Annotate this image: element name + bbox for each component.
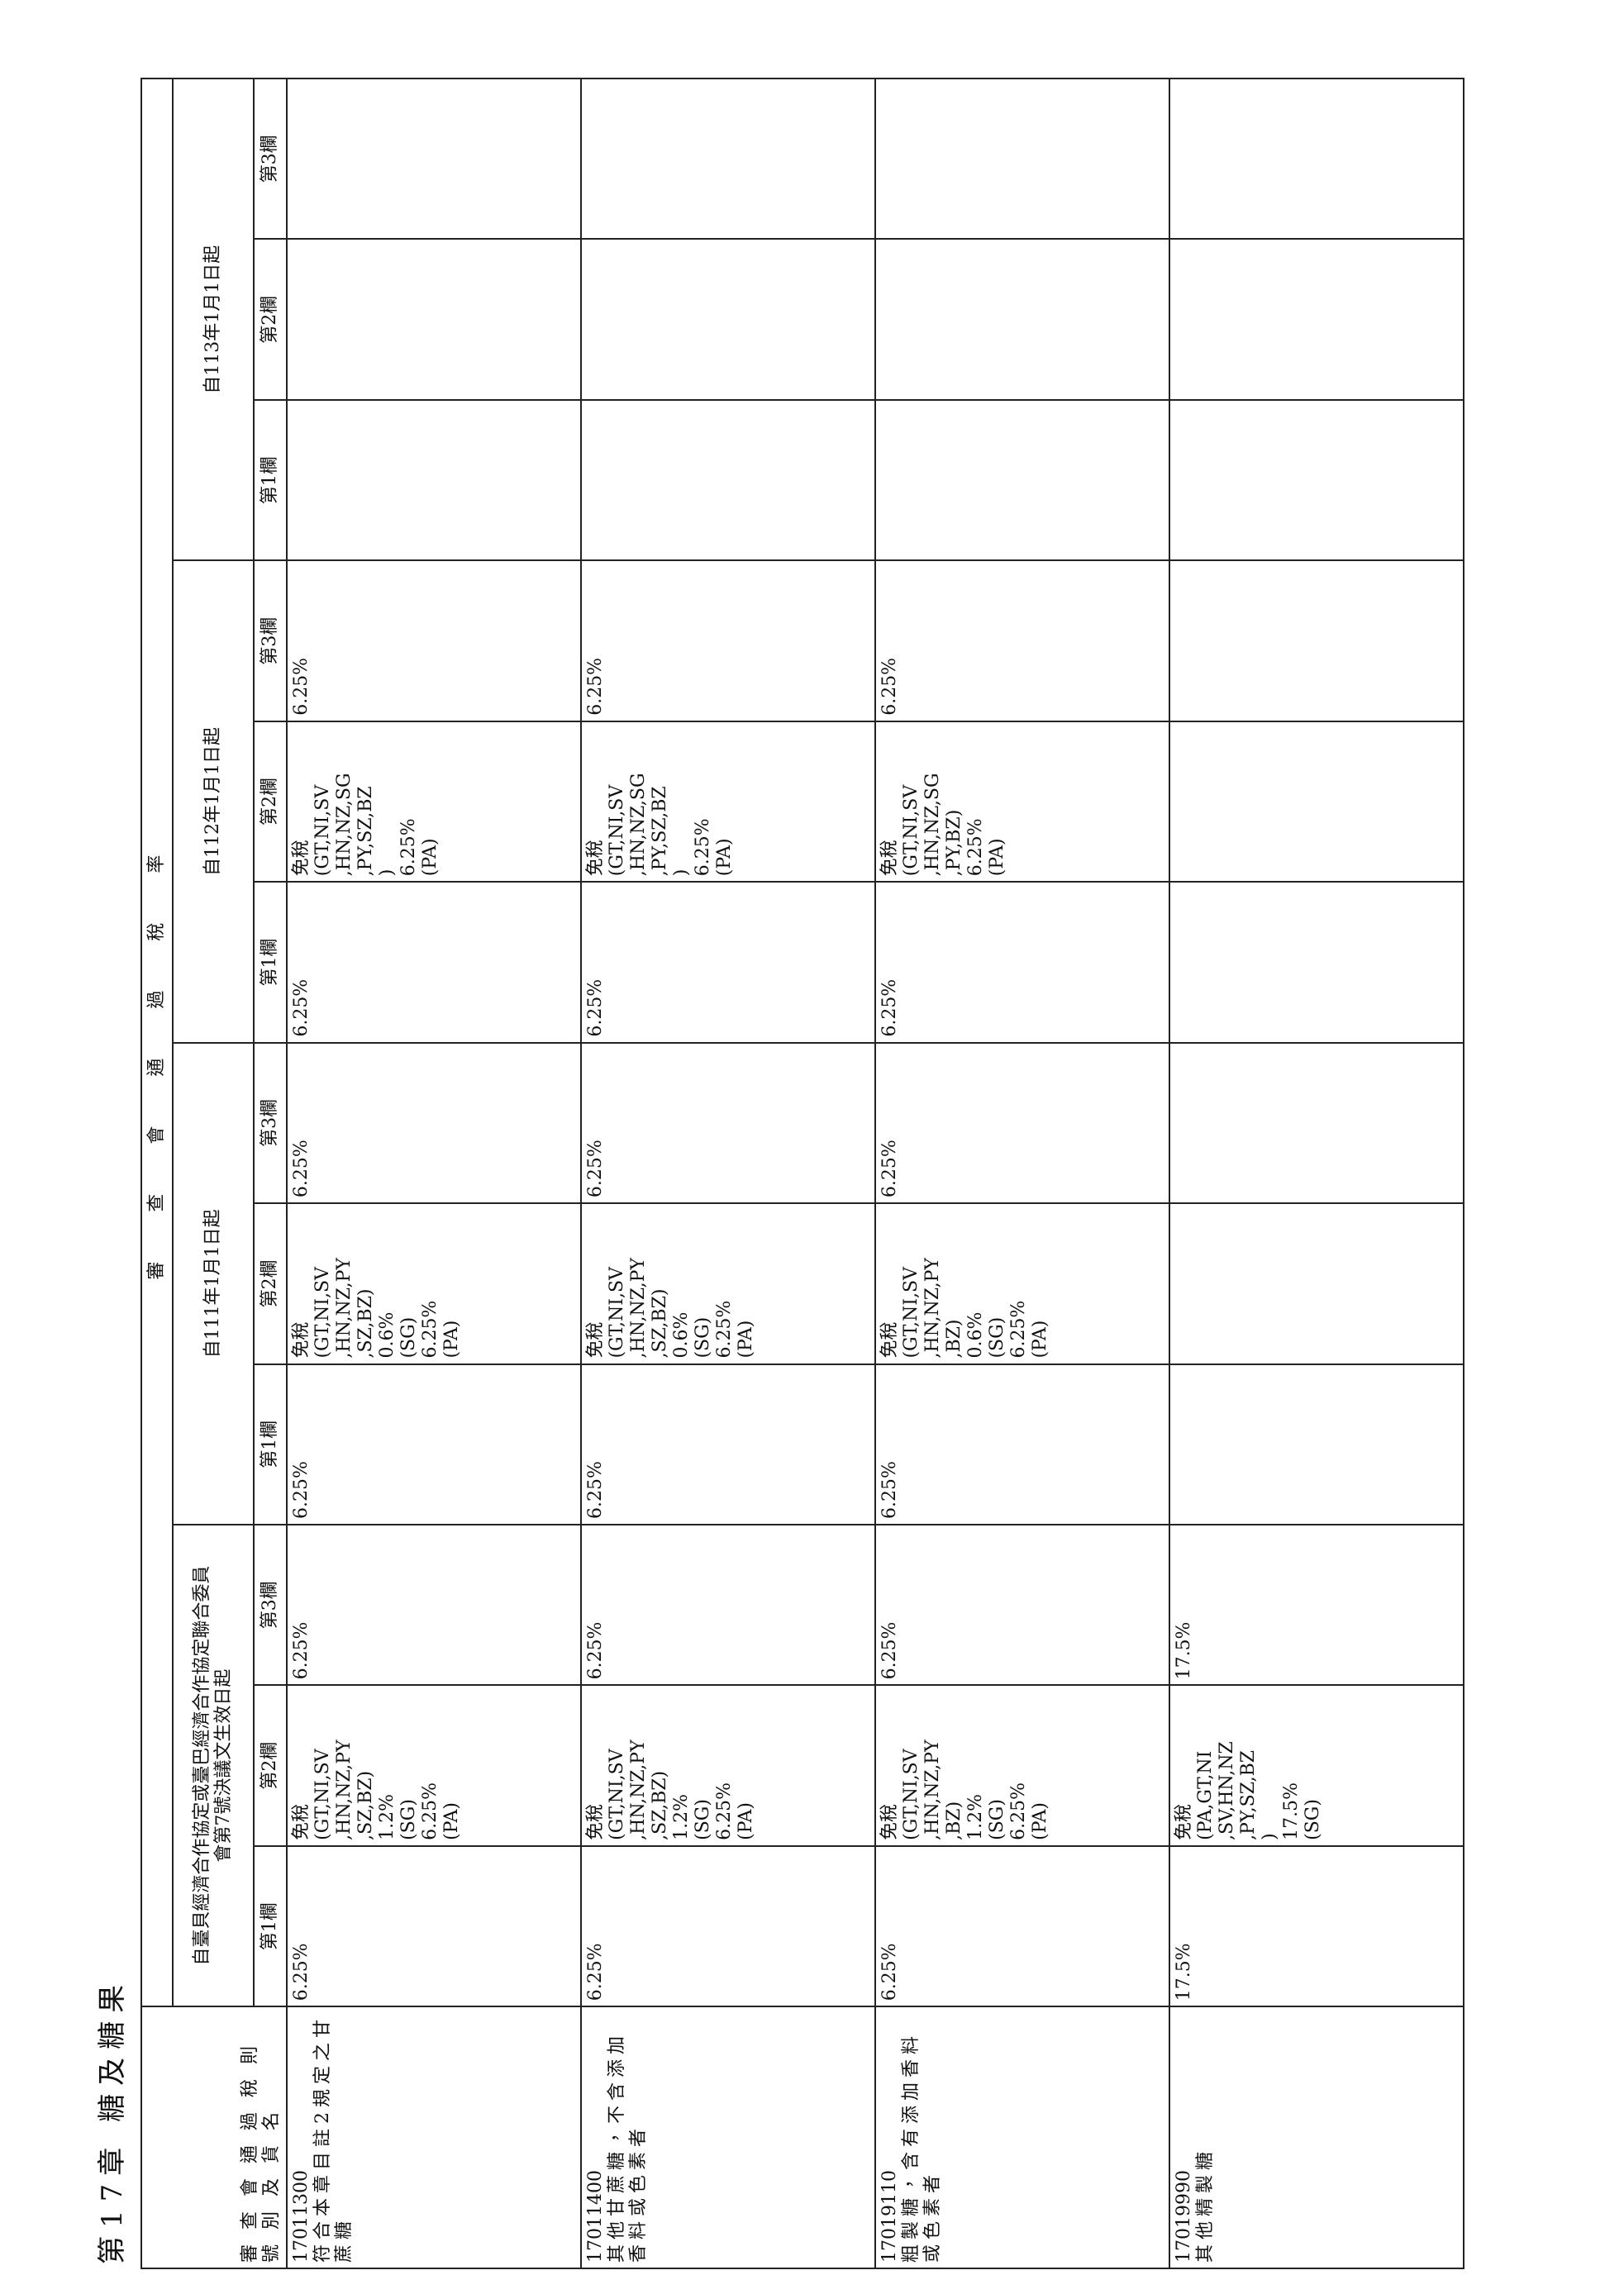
rate-cell bbox=[1169, 721, 1464, 883]
column-label: 第3欄 bbox=[254, 1042, 287, 1204]
item-cell: 17011300 符合本章目註2規定之甘蔗糖 bbox=[287, 2006, 581, 2268]
rate-cell: 6.25% bbox=[875, 882, 1169, 1043]
rate-cell: 17.5% bbox=[1169, 1524, 1464, 1686]
rate-cell bbox=[287, 79, 581, 240]
group-title: 自113年1月1日起 bbox=[173, 79, 254, 561]
rate-cell: 6.25% bbox=[875, 1042, 1169, 1204]
top-header: 審查會通過稅率 bbox=[141, 79, 173, 2007]
column-label: 第1欄 bbox=[254, 1364, 287, 1525]
rate-cell bbox=[875, 239, 1169, 400]
item-code: 17019990 bbox=[1174, 2170, 1194, 2263]
item-name: 符合本章目註2規定之甘蔗糖 bbox=[312, 2015, 355, 2263]
item-name: 其他精製糖 bbox=[1195, 2146, 1216, 2263]
rate-cell bbox=[1169, 882, 1464, 1043]
group-title: 自臺貝經濟合作協定或臺巴經濟合作協定聯合委員會第7號決議文生效日起 bbox=[173, 1524, 254, 2007]
column-label: 第2欄 bbox=[254, 1203, 287, 1364]
rate-cell: 6.25% bbox=[287, 1364, 581, 1525]
rate-cell bbox=[1169, 560, 1464, 721]
rate-cell: 6.25% bbox=[581, 1042, 875, 1204]
rate-cell: 6.25% bbox=[875, 560, 1169, 721]
data-row: 17011300 符合本章目註2規定之甘蔗糖 6.25% 免稅 (GT,NI,SV ,… bbox=[287, 79, 581, 2268]
rate-cell: 6.25% bbox=[287, 1845, 581, 2007]
tariff-table: 審查會通過稅則號別及貨名 審查會通過稅率 自臺貝經濟合作協定或臺巴經濟合作協定聯合委… bbox=[140, 78, 1464, 2269]
rate-cell: 免稅 (PA,GT,NI ,SV,HN,NZ ,PY,SZ,BZ ) 17.5%… bbox=[1169, 1685, 1464, 1846]
rate-cell: 6.25% bbox=[581, 882, 875, 1043]
rate-cell: 免稅 (GT,NI,SV ,HN,NZ,SG ,PY,BZ) 6.25% (PA… bbox=[875, 721, 1169, 883]
rate-cell: 6.25% bbox=[581, 1524, 875, 1686]
rate-cell: 6.25% bbox=[875, 1364, 1169, 1525]
rate-cell bbox=[1169, 1042, 1464, 1204]
column-label: 第1欄 bbox=[254, 882, 287, 1043]
rate-cell: 6.25% bbox=[581, 1845, 875, 2007]
column-label: 第1欄 bbox=[254, 399, 287, 561]
column-label: 第2欄 bbox=[254, 239, 287, 400]
column-label: 第3欄 bbox=[254, 560, 287, 721]
rate-cell: 6.25% bbox=[875, 1524, 1169, 1686]
data-row: 17019110 粗製糖，含有添加香料或色素者 6.25% 免稅 (GT,NI,SV … bbox=[875, 79, 1169, 2268]
rate-cell bbox=[287, 399, 581, 561]
data-row: 17011400 其他甘蔗糖，不含添加香料或色素者 6.25% 免稅 (GT,NI,S… bbox=[581, 79, 875, 2268]
rate-cell: 免稅 (GT,NI,SV ,HN,NZ,PY ,BZ) 0.6% (SG) 6.… bbox=[875, 1203, 1169, 1364]
column-label: 第3欄 bbox=[254, 79, 287, 240]
item-cell: 17019110 粗製糖，含有添加香料或色素者 bbox=[875, 2006, 1169, 2268]
rate-cell: 6.25% bbox=[581, 560, 875, 721]
group-title: 自112年1月1日起 bbox=[173, 560, 254, 1043]
column-label: 第2欄 bbox=[254, 721, 287, 883]
rate-cell: 17.5% bbox=[1169, 1845, 1464, 2007]
column-label: 第3欄 bbox=[254, 1524, 287, 1686]
rate-cell: 免稅 (GT,NI,SV ,HN,NZ,PY ,SZ,BZ) 0.6% (SG)… bbox=[581, 1203, 875, 1364]
rate-cell: 免稅 (GT,NI,SV ,HN,NZ,SG ,PY,SZ,BZ ) 6.25%… bbox=[581, 721, 875, 883]
item-code: 17019110 bbox=[879, 2170, 900, 2263]
rate-cell bbox=[581, 79, 875, 240]
rate-cell: 6.25% bbox=[287, 1524, 581, 1686]
column-label: 第1欄 bbox=[254, 1845, 287, 2007]
rate-cell: 免稅 (GT,NI,SV ,HN,NZ,SG ,PY,SZ,BZ ) 6.25%… bbox=[287, 721, 581, 883]
rate-cell: 免稅 (GT,NI,SV ,HN,NZ,PY ,SZ,BZ) 1.2% (SG)… bbox=[581, 1685, 875, 1846]
item-cell: 17011400 其他甘蔗糖，不含添加香料或色素者 bbox=[581, 2006, 875, 2268]
item-code: 17011400 bbox=[585, 2170, 606, 2263]
rate-cell bbox=[875, 79, 1169, 240]
rate-cell: 免稅 (GT,NI,SV ,HN,NZ,PY ,SZ,BZ) 1.2% (SG)… bbox=[287, 1685, 581, 1846]
rate-cell bbox=[581, 239, 875, 400]
rate-cell bbox=[287, 239, 581, 400]
group-row: 自臺貝經濟合作協定或臺巴經濟合作協定聯合委員會第7號決議文生效日起 自111年1月… bbox=[173, 79, 254, 2268]
rate-cell bbox=[1169, 1203, 1464, 1364]
item-name: 粗製糖，含有添加香料或色素者 bbox=[901, 2030, 943, 2263]
rate-cell bbox=[875, 399, 1169, 561]
column-row: 第1欄 第2欄 第3欄 第1欄 第2欄 第3欄 第1欄 第2欄 第3欄 第1欄 第2欄 第3欄 bbox=[254, 79, 287, 2268]
data-row: 17019990 其他精製糖 17.5% 免稅 (PA,GT,NI ,SV,HN,NZ… bbox=[1169, 79, 1464, 2268]
rate-cell bbox=[581, 399, 875, 561]
rate-cell bbox=[1169, 1364, 1464, 1525]
rate-cell bbox=[1169, 239, 1464, 400]
first-col-header: 審查會通過稅則號別及貨名 bbox=[141, 2006, 287, 2268]
rate-cell: 6.25% bbox=[875, 1845, 1169, 2007]
item-cell: 17019990 其他精製糖 bbox=[1169, 2006, 1464, 2268]
rate-cell: 免稅 (GT,NI,SV ,HN,NZ,PY ,SZ,BZ) 0.6% (SG)… bbox=[287, 1203, 581, 1364]
item-code: 17011300 bbox=[291, 2170, 312, 2263]
chapter-title: 第17章 糖及糖果 bbox=[96, 1976, 129, 2264]
rate-cell: 6.25% bbox=[287, 560, 581, 721]
rate-cell: 6.25% bbox=[287, 1042, 581, 1204]
header-row: 審查會通過稅則號別及貨名 審查會通過稅率 bbox=[141, 79, 287, 2268]
column-label: 第2欄 bbox=[254, 1685, 287, 1846]
group-title: 自111年1月1日起 bbox=[173, 1042, 254, 1525]
rate-cell: 6.25% bbox=[581, 1364, 875, 1525]
rate-cell bbox=[1169, 79, 1464, 240]
rate-cell: 免稅 (GT,NI,SV ,HN,NZ,PY ,BZ) 1.2% (SG) 6.… bbox=[875, 1685, 1169, 1846]
rate-cell bbox=[1169, 399, 1464, 561]
item-name: 其他甘蔗糖，不含添加香料或色素者 bbox=[607, 2030, 649, 2263]
rate-cell: 6.25% bbox=[287, 882, 581, 1043]
